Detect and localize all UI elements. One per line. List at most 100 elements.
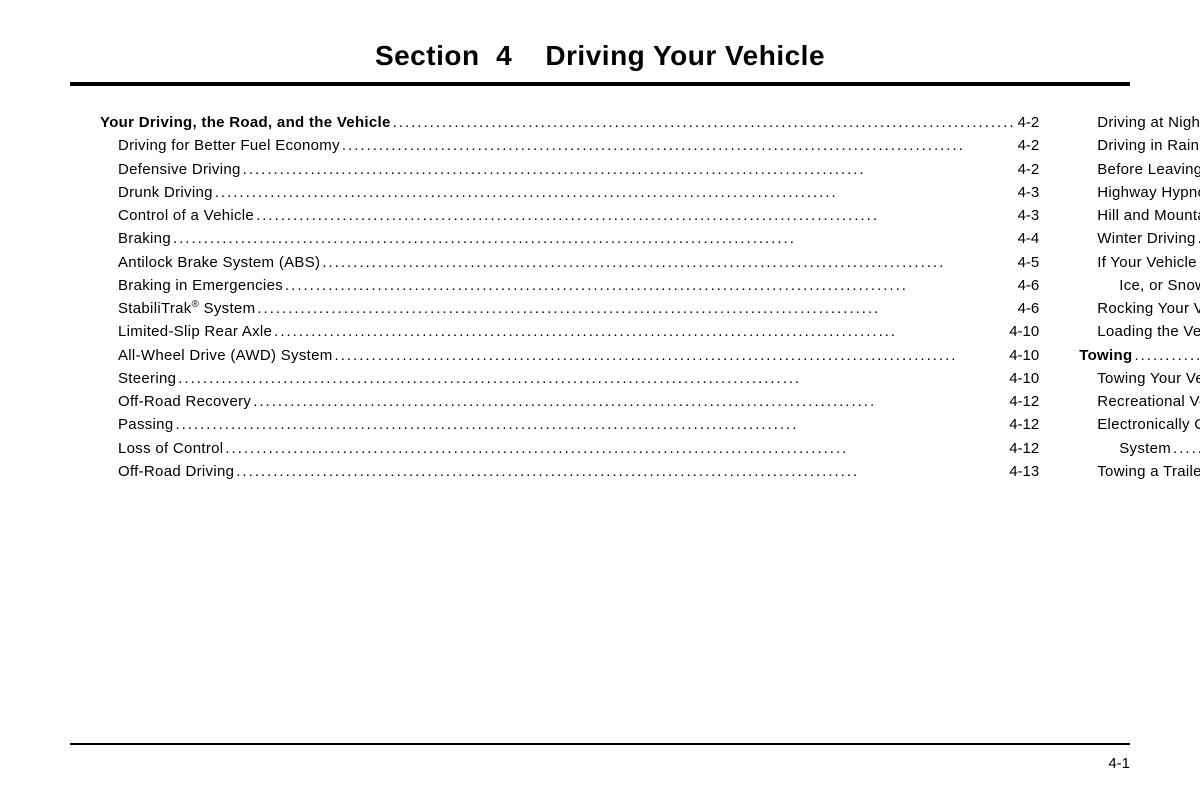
toc-leader-dots xyxy=(223,437,1009,460)
toc-label: Highway Hypnosis xyxy=(1079,181,1200,204)
toc-entry: Driving at Night4-14 xyxy=(1079,111,1200,134)
toc-entry: Drunk Driving 4-3 xyxy=(100,181,1039,204)
toc-entry: Driving in Rain and on Wet Roads4-15 xyxy=(1079,134,1200,157)
toc-page-ref: 4-13 xyxy=(1009,460,1039,483)
toc-entry: Recreational Vehicle Towing4-28 xyxy=(1079,390,1200,413)
toc-label: Steering xyxy=(100,367,176,390)
toc-label: Your Driving, the Road, and the Vehicle xyxy=(100,111,391,134)
toc-entry: Off-Road Recovery 4-12 xyxy=(100,390,1039,413)
toc-leader-dots xyxy=(176,367,1009,390)
toc-page-ref: 4-10 xyxy=(1009,367,1039,390)
toc-entry: Before Leaving on a Long Trip4-16 xyxy=(1079,158,1200,181)
toc-label: System xyxy=(1079,437,1171,460)
toc-leader-dots xyxy=(1171,437,1200,460)
toc-leader-dots xyxy=(255,297,1017,320)
footer-rule xyxy=(70,743,1130,745)
toc-entry: Towing4-27 xyxy=(1079,344,1200,367)
toc-entry: Passing 4-12 xyxy=(100,413,1039,436)
toc-entry: Driving for Better Fuel Economy 4-2 xyxy=(100,134,1039,157)
toc-leader-dots xyxy=(320,251,1017,274)
toc-entry: Towing a Trailer4-29 xyxy=(1079,460,1200,483)
toc-page-ref: 4-2 xyxy=(1018,134,1040,157)
toc-page-ref: 4-12 xyxy=(1009,413,1039,436)
toc-entry: Control of a Vehicle 4-3 xyxy=(100,204,1039,227)
toc-entry: All-Wheel Drive (AWD) System 4-10 xyxy=(100,344,1039,367)
toc-page-ref: 4-12 xyxy=(1009,390,1039,413)
toc-entry: Hill and Mountain Roads4-17 xyxy=(1079,204,1200,227)
toc-label: Braking xyxy=(100,227,171,250)
toc-page-ref: 4-10 xyxy=(1009,320,1039,343)
toc-entry: Braking in Emergencies 4-6 xyxy=(100,274,1039,297)
toc-page-ref: 4-10 xyxy=(1009,344,1039,367)
toc-leader-dots xyxy=(1196,227,1200,250)
toc-label: Before Leaving on a Long Trip xyxy=(1079,158,1200,181)
toc-entry: Loading the Vehicle4-21 xyxy=(1079,320,1200,343)
toc-label: Loss of Control xyxy=(100,437,223,460)
toc-label: Passing xyxy=(100,413,173,436)
toc-label: Driving for Better Fuel Economy xyxy=(100,134,340,157)
toc-page-ref: 4-12 xyxy=(1009,437,1039,460)
toc-leader-dots xyxy=(241,158,1018,181)
toc-page-ref: 4-2 xyxy=(1018,111,1040,134)
title-rule xyxy=(70,82,1130,86)
toc-entry: Highway Hypnosis4-16 xyxy=(1079,181,1200,204)
toc-label: Off-Road Recovery xyxy=(100,390,251,413)
toc-entry: Off-Road Driving 4-13 xyxy=(100,460,1039,483)
toc-columns: Your Driving, the Road, and the Vehicle 4… xyxy=(70,111,1130,483)
toc-page-ref: 4-3 xyxy=(1018,204,1040,227)
toc-entry: Rocking Your Vehicle to Get It Out4-21 xyxy=(1079,297,1200,320)
toc-label: Control of a Vehicle xyxy=(100,204,254,227)
toc-entry: StabiliTrak® System 4-6 xyxy=(100,297,1039,320)
section-title: Section 4 Driving Your Vehicle xyxy=(70,40,1130,72)
toc-label: Driving at Night xyxy=(1079,111,1200,134)
toc-label: Towing a Trailer xyxy=(1079,460,1200,483)
toc-label: Loading the Vehicle xyxy=(1079,320,1200,343)
toc-label: Electronically Controlled Air Suspension xyxy=(1079,413,1200,436)
toc-page-ref: 4-2 xyxy=(1018,158,1040,181)
toc-leader-dots xyxy=(340,134,1018,157)
toc-label: Defensive Driving xyxy=(100,158,241,181)
toc-label: Drunk Driving xyxy=(100,181,213,204)
toc-label: If Your Vehicle is Stuck in Sand, Mud, xyxy=(1079,251,1200,274)
toc-leader-dots xyxy=(173,413,1009,436)
toc-entry: Limited-Slip Rear Axle4-10 xyxy=(100,320,1039,343)
toc-leader-dots xyxy=(333,344,1010,367)
toc-leader-dots xyxy=(213,181,1018,204)
toc-entry: Winter Driving4-18 xyxy=(1079,227,1200,250)
toc-entry: Your Driving, the Road, and the Vehicle 4… xyxy=(100,111,1039,134)
toc-label: Antilock Brake System (ABS) xyxy=(100,251,320,274)
toc-label: StabiliTrak® System xyxy=(100,297,255,320)
toc-label: Recreational Vehicle Towing xyxy=(1079,390,1200,413)
toc-entry: Braking4-4 xyxy=(100,227,1039,250)
toc-entry: Steering 4-10 xyxy=(100,367,1039,390)
toc-label: Towing xyxy=(1079,344,1132,367)
toc-label: Driving in Rain and on Wet Roads xyxy=(1079,134,1200,157)
toc-entry: System4-28 xyxy=(1079,437,1200,460)
toc-leader-dots xyxy=(391,111,1018,134)
toc-right-column: Driving at Night4-14Driving in Rain and … xyxy=(1079,111,1200,483)
page-number: 4-1 xyxy=(1108,755,1130,772)
toc-leader-dots xyxy=(283,274,1018,297)
toc-page-ref: 4-5 xyxy=(1018,251,1040,274)
toc-left-column: Your Driving, the Road, and the Vehicle 4… xyxy=(100,111,1039,483)
toc-leader-dots xyxy=(272,320,1009,343)
toc-leader-dots xyxy=(254,204,1017,227)
toc-label: Winter Driving xyxy=(1079,227,1195,250)
toc-label: Towing Your Vehicle xyxy=(1079,367,1200,390)
toc-page-ref: 4-3 xyxy=(1018,181,1040,204)
toc-entry: Defensive Driving 4-2 xyxy=(100,158,1039,181)
toc-leader-dots xyxy=(171,227,1018,250)
toc-label: Hill and Mountain Roads xyxy=(1079,204,1200,227)
toc-label: All-Wheel Drive (AWD) System xyxy=(100,344,333,367)
toc-entry: Electronically Controlled Air Suspension xyxy=(1079,413,1200,436)
toc-entry: Loss of Control 4-12 xyxy=(100,437,1039,460)
toc-label: Rocking Your Vehicle to Get It Out xyxy=(1079,297,1200,320)
toc-page-ref: 4-6 xyxy=(1018,297,1040,320)
toc-leader-dots xyxy=(1132,344,1200,367)
toc-label: Braking in Emergencies xyxy=(100,274,283,297)
toc-entry: If Your Vehicle is Stuck in Sand, Mud, xyxy=(1079,251,1200,274)
toc-entry: Antilock Brake System (ABS) 4-5 xyxy=(100,251,1039,274)
toc-entry: Towing Your Vehicle4-27 xyxy=(1079,367,1200,390)
toc-page-ref: 4-6 xyxy=(1018,274,1040,297)
toc-label: Off-Road Driving xyxy=(100,460,234,483)
